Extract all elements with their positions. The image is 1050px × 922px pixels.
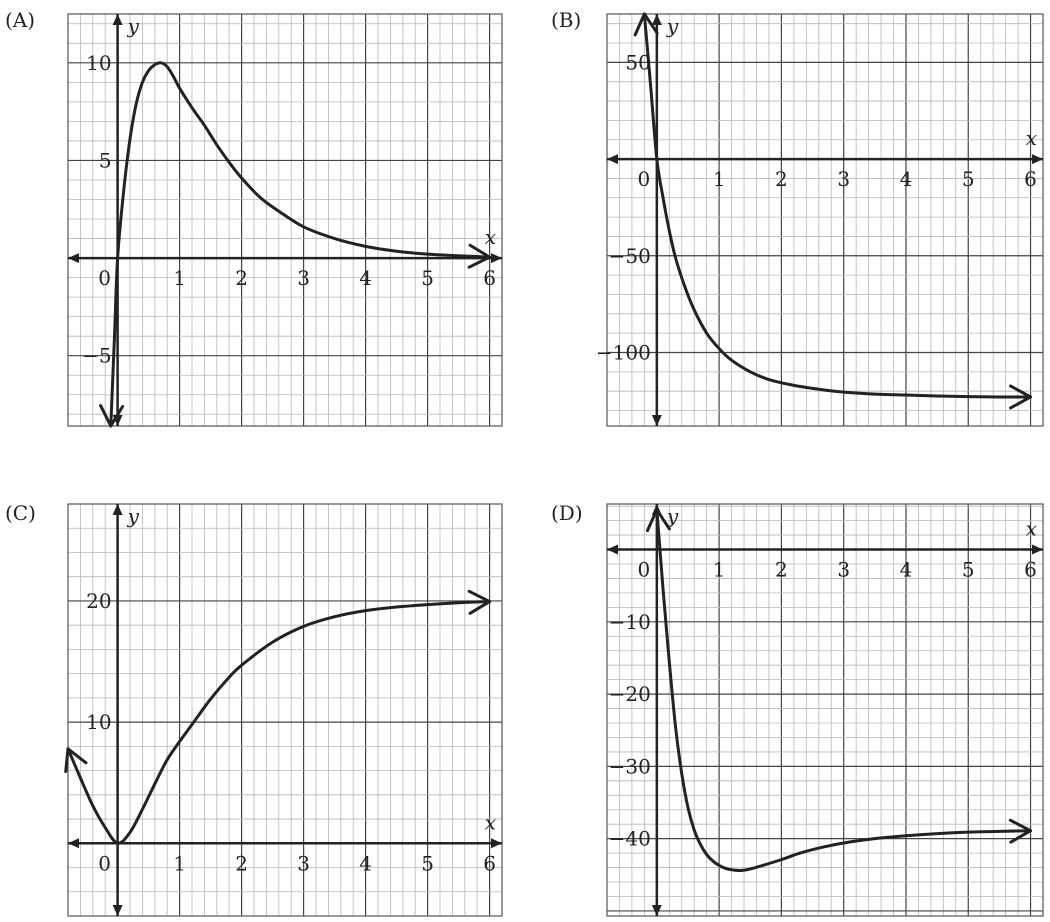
- x-axis-arrow-right: [491, 253, 502, 264]
- y-axis-label: y: [666, 504, 679, 528]
- x-tick-label: 6: [483, 266, 496, 290]
- chart-c: x y 0 1 2 3 4 5 6 20 10: [64, 503, 503, 917]
- y-axis-arrow-bottom: [651, 415, 662, 426]
- y-tick-label: −5: [82, 344, 111, 368]
- panel-label: (B): [551, 8, 582, 32]
- curve-arrow-start: [64, 747, 88, 773]
- x-tick-label: 5: [962, 167, 975, 191]
- axes: [607, 14, 1043, 426]
- y-tick-label: 10: [86, 710, 111, 734]
- x-tick-label: 0: [637, 558, 650, 582]
- panel-label: (D): [551, 501, 583, 525]
- plot-border: [67, 13, 503, 427]
- chart-b: xy0 1 2 3 4 5 650−50−100: [596, 12, 1044, 427]
- chart-d: x y 0 1 2 3 4 5 6 −10 −20 −30 −40: [606, 503, 1044, 917]
- curve-arrow-start: [633, 12, 659, 37]
- y-axis-arrow-bottom: [651, 905, 662, 916]
- y-tick-label: 5: [99, 148, 112, 172]
- x-tick-label: 2: [775, 167, 788, 191]
- curve-arrow-start: [99, 404, 125, 428]
- y-tick-label: −30: [609, 754, 651, 778]
- axes: [68, 504, 502, 916]
- chart-a: x y 0 1 2 3 4 5 6 10 5 −5: [67, 13, 503, 428]
- x-axis-arrow-right: [1032, 154, 1043, 165]
- function-curve: [642, 12, 1033, 399]
- x-axis-arrow-left: [68, 253, 79, 264]
- x-axis-label: x: [485, 810, 496, 834]
- x-tick-label: 1: [173, 266, 186, 290]
- x-axis-arrow-right: [491, 838, 502, 849]
- x-tick-label: 3: [837, 167, 850, 191]
- y-axis-arrow-top: [112, 504, 123, 515]
- x-tick-label: 6: [483, 851, 496, 875]
- grid: [67, 503, 503, 917]
- x-tick-label: 6: [1024, 558, 1037, 582]
- x-axis-label: x: [1026, 517, 1037, 541]
- curve-arrow-start: [645, 508, 671, 533]
- x-tick-label: 1: [173, 851, 186, 875]
- axes: [607, 504, 1043, 916]
- curve-arrow-end: [1009, 384, 1033, 410]
- x-tick-label: 0: [637, 167, 650, 191]
- x-tick-label: 5: [421, 851, 434, 875]
- y-axis-label: y: [666, 14, 679, 38]
- x-tick-label: 0: [98, 851, 111, 875]
- plot-border: [606, 503, 1044, 917]
- function-curve: [655, 508, 1033, 872]
- y-axis-arrow-bottom: [112, 905, 123, 916]
- y-axis-label: y: [127, 14, 140, 38]
- x-axis-arrow-right: [1032, 544, 1043, 555]
- x-axis-label: x: [1026, 126, 1037, 150]
- x-tick-label: 0: [98, 266, 111, 290]
- x-axis-label: x: [485, 225, 496, 249]
- y-tick-label: −100: [596, 340, 651, 364]
- x-axis-arrow-left: [607, 154, 618, 165]
- x-tick-label: 4: [359, 266, 372, 290]
- axes: [68, 14, 502, 426]
- x-tick-label: 2: [235, 266, 248, 290]
- plot-border: [606, 13, 1044, 427]
- panel-d: (D) x y 0 1 2 3 4 5 6 −10 −20 −30 −40: [525, 461, 1050, 922]
- panel-label: (A): [5, 8, 36, 32]
- curve-arrow-end: [1008, 818, 1033, 844]
- panel-c: (C) x y 0 1 2 3 4 5 6 20 10: [0, 461, 525, 922]
- y-tick-label: −10: [609, 610, 651, 634]
- curve-arrow-end: [467, 243, 492, 269]
- grid: [67, 14, 503, 426]
- x-tick-label: 3: [837, 558, 850, 582]
- x-tick-label: 5: [962, 558, 975, 582]
- curve-arrow-end: [467, 589, 492, 615]
- x-tick-label: 5: [421, 266, 434, 290]
- x-axis-arrow-left: [607, 544, 618, 555]
- panel-b: (B) x y 0 1 2 3 4 5 6 50 −50 −100: [525, 0, 1050, 461]
- y-tick-label: −40: [609, 827, 651, 851]
- panel-a: (A) x y 0 1 2 3 4 5 6 10 5 −5: [0, 0, 525, 461]
- x-tick-label: 1: [713, 167, 726, 191]
- x-tick-label: 2: [775, 558, 788, 582]
- y-tick-label: −20: [609, 682, 651, 706]
- grid: [606, 14, 1044, 426]
- y-axis-arrow-top: [651, 14, 662, 25]
- function-curve: [109, 61, 492, 428]
- x-tick-label: 1: [713, 558, 726, 582]
- y-axis-label: y: [127, 504, 140, 528]
- y-tick-label: 10: [86, 51, 111, 75]
- x-tick-label: 4: [900, 558, 913, 582]
- x-tick-label: 6: [1024, 167, 1037, 191]
- y-tick-label: −50: [609, 244, 651, 268]
- x-tick-label: 3: [297, 266, 310, 290]
- panel-label: (C): [5, 501, 36, 525]
- x-tick-label: 3: [297, 851, 310, 875]
- x-axis-arrow-left: [68, 838, 79, 849]
- x-tick-label: 2: [235, 851, 248, 875]
- y-axis-arrow-top: [112, 14, 123, 25]
- function-curve: [66, 600, 492, 845]
- plot-border: [67, 503, 503, 917]
- x-tick-label: 4: [900, 167, 913, 191]
- y-tick-label: 20: [86, 589, 111, 613]
- x-tick-label: 4: [359, 851, 372, 875]
